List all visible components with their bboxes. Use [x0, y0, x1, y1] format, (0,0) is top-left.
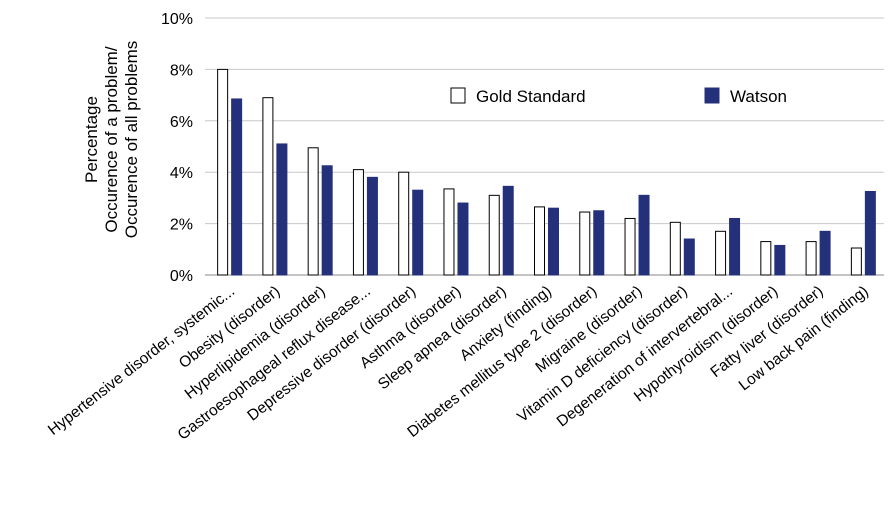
bar-gold-standard	[352, 169, 364, 276]
bar-gold-standard	[398, 171, 410, 276]
y-tick-label: 8%	[170, 62, 193, 79]
bar-watson	[819, 230, 831, 276]
x-axis-category-labels: Hypertensive disorder, systemic...Obesit…	[45, 283, 872, 444]
legend-swatch-watson	[704, 87, 720, 104]
bar-watson	[276, 143, 288, 276]
bar-gold-standard	[534, 206, 545, 276]
bar-gold-standard	[307, 147, 319, 276]
bar-gold-standard	[715, 230, 727, 276]
y-axis-title-line: Occurence of all problems	[122, 41, 141, 238]
bar-gold-standard	[624, 217, 636, 276]
y-axis: 0% 2% 4% 6% 8% 10%	[161, 11, 193, 285]
bar-gold-standard	[850, 247, 862, 276]
bar-gold-standard	[262, 97, 274, 276]
bar-gold-standard	[805, 241, 817, 276]
bar-watson	[593, 210, 605, 276]
bar-watson	[366, 176, 378, 276]
bar-watson	[502, 185, 514, 276]
y-axis-title-line: Percentage	[82, 96, 101, 183]
bar-watson	[457, 202, 469, 276]
legend-label-gold-standard: Gold Standard	[476, 87, 586, 106]
bar-watson	[683, 238, 695, 276]
bar-gold-standard	[760, 241, 772, 276]
y-axis-title-line: Occurence of a problem/	[102, 46, 121, 232]
legend-swatch-gold-standard	[450, 87, 466, 104]
y-tick-label: 6%	[170, 114, 193, 131]
y-tick-label: 2%	[170, 217, 193, 234]
bar-watson	[729, 217, 741, 276]
y-axis-title: Percentage Occurence of a problem/Occuren…	[82, 41, 141, 238]
bar-gold-standard	[217, 68, 229, 276]
bar-watson	[638, 194, 650, 276]
bar-watson	[412, 189, 424, 276]
bar-watson	[321, 165, 333, 276]
bar-gold-standard	[669, 221, 681, 276]
bars	[217, 68, 876, 276]
bar-watson	[231, 98, 243, 276]
y-tick-label: 10%	[161, 11, 193, 28]
y-tick-label: 0%	[170, 268, 193, 285]
bar-watson	[864, 190, 876, 276]
legend-label-watson: Watson	[730, 87, 787, 106]
y-tick-label: 4%	[170, 165, 193, 182]
bar-watson	[774, 244, 786, 276]
bar-gold-standard	[579, 211, 591, 276]
legend: Gold Standard Watson	[450, 87, 787, 106]
bar-gold-standard	[488, 194, 500, 276]
bar-watson	[548, 207, 559, 276]
bar-gold-standard	[443, 188, 455, 276]
